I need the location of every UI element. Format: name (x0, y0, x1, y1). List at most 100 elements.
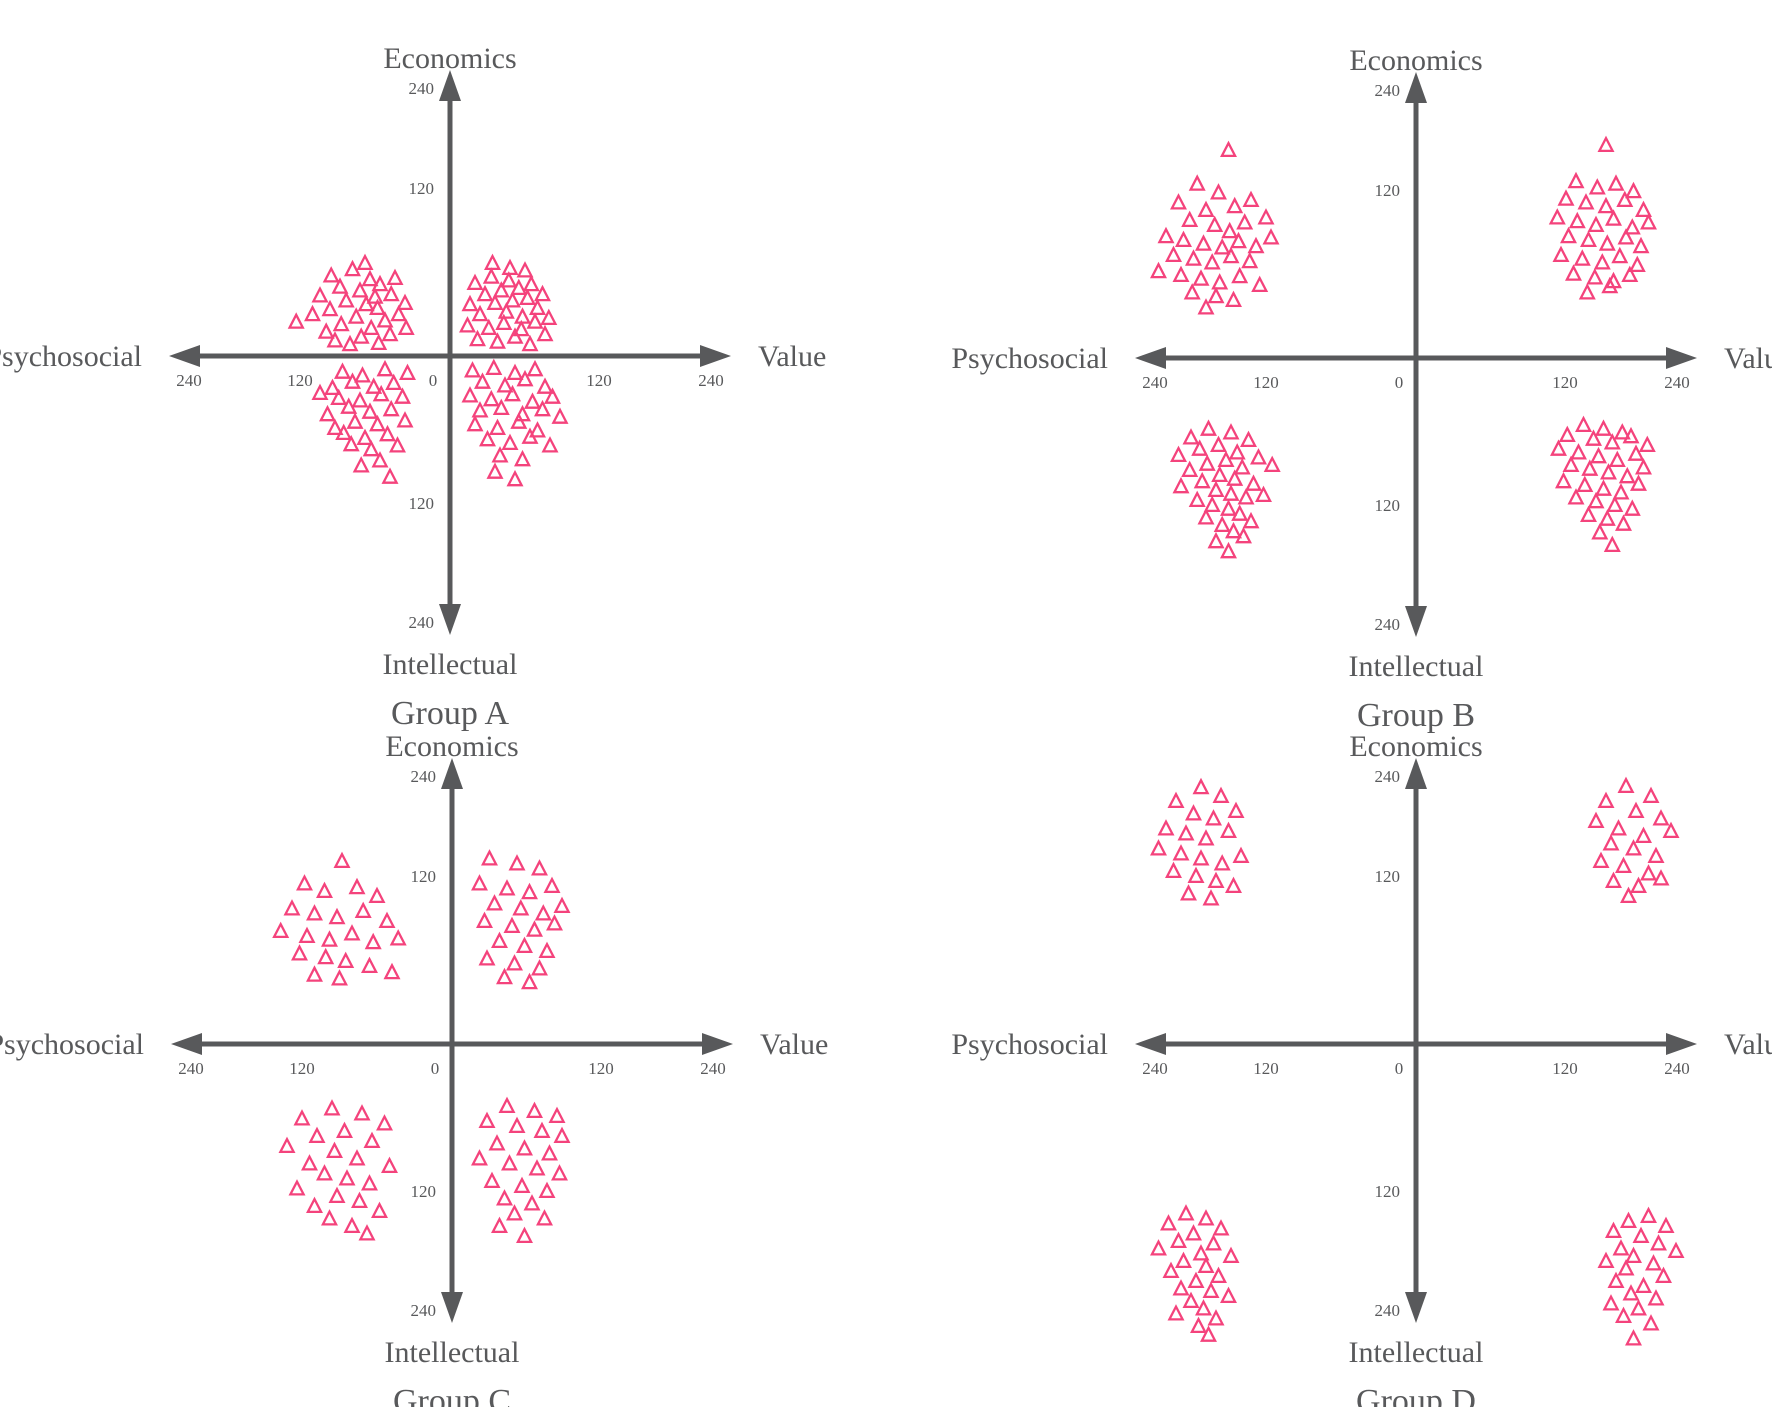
data-point-triangle (1632, 236, 1650, 254)
data-point-triangle (503, 916, 521, 934)
data-point-triangle (1635, 458, 1652, 475)
data-point-triangle (1207, 531, 1225, 549)
down-arrowhead-icon (439, 604, 461, 635)
data-point-triangle (529, 421, 546, 438)
data-point-triangle (1628, 255, 1646, 273)
data-point-triangle (1627, 444, 1645, 461)
data-point-triangle (1630, 876, 1647, 894)
data-point-triangle (1157, 226, 1175, 244)
data-point-triangle (331, 277, 349, 294)
data-point-triangle (496, 376, 514, 393)
data-point-triangle (1241, 251, 1259, 269)
data-point-triangle (1263, 455, 1281, 473)
data-point-triangle (1213, 238, 1231, 255)
data-point-triangle (361, 269, 379, 287)
data-point-triangle (1150, 839, 1167, 856)
data-point-triangle (337, 291, 355, 308)
data-point-triangle (1592, 851, 1610, 869)
data-point-triangle (1601, 276, 1619, 294)
data-point-triangle (370, 333, 388, 351)
data-point-triangle (340, 397, 358, 414)
economics-axis-label: Economics (1349, 44, 1482, 77)
data-point-triangle (497, 302, 515, 319)
data-point-triangle (495, 313, 513, 331)
data-point-triangle (1230, 231, 1247, 249)
data-point-triangle (1667, 1241, 1685, 1259)
data-point-triangle (1200, 1325, 1217, 1342)
data-point-triangle (1157, 819, 1175, 836)
data-point-triangle (1197, 200, 1215, 218)
scatter-points (272, 849, 571, 1244)
right-arrowhead-icon (1666, 347, 1697, 369)
data-point-triangle (1227, 801, 1245, 819)
data-point-triangle (362, 439, 380, 457)
data-point-triangle (353, 1104, 371, 1121)
data-point-triangle (348, 1149, 366, 1166)
x-tick-left-120: 120 (287, 371, 313, 390)
data-point-triangle (362, 318, 380, 336)
intellectual-axis-label: Intellectual (1349, 1336, 1484, 1369)
data-point-triangle (306, 1196, 323, 1214)
data-point-triangle (529, 298, 546, 316)
data-point-triangle (317, 947, 335, 965)
data-point-triangle (1225, 876, 1242, 894)
data-point-triangle (304, 304, 321, 322)
data-point-triangle (461, 386, 479, 403)
data-point-triangle (1593, 253, 1611, 270)
y-tick-top-240: 240 (411, 767, 437, 786)
data-point-triangle (506, 954, 523, 971)
data-point-triangle (1623, 218, 1641, 235)
data-point-triangle (1207, 286, 1225, 304)
data-point-triangle (1195, 1299, 1212, 1316)
scatter-points (287, 253, 569, 487)
data-point-triangle (1642, 1314, 1660, 1331)
y-tick-top-120: 120 (411, 867, 437, 886)
chart-title: Group C (393, 1383, 511, 1407)
data-point-triangle (1645, 1254, 1662, 1271)
x-tick-zero: 0 (431, 1059, 440, 1078)
data-point-triangle (1598, 234, 1616, 251)
data-point-triangle (1647, 846, 1665, 864)
data-point-triangle (1550, 439, 1567, 456)
data-point-triangle (459, 316, 476, 333)
data-point-triangle (1197, 298, 1215, 315)
data-point-triangle (1170, 1231, 1187, 1249)
data-point-triangle (1211, 273, 1229, 290)
x-tick-left-120: 120 (289, 1059, 315, 1078)
data-point-triangle (540, 308, 558, 326)
data-point-triangle (1620, 1211, 1637, 1229)
data-point-triangle (513, 1176, 531, 1194)
data-point-triangle (551, 1164, 568, 1181)
data-point-triangle (516, 1139, 533, 1156)
data-point-triangle (491, 446, 509, 463)
data-point-triangle (1217, 450, 1235, 468)
data-point-triangle (498, 879, 516, 896)
data-point-triangle (1605, 871, 1622, 889)
y-tick-bottom-240: 240 (1375, 1301, 1401, 1320)
data-point-triangle (1630, 1299, 1647, 1316)
right-arrowhead-icon (702, 1033, 733, 1055)
data-point-triangle (287, 312, 305, 329)
data-point-triangle (528, 1159, 546, 1176)
data-point-triangle (389, 436, 406, 453)
data-point-triangle (1591, 523, 1609, 540)
data-point-triangle (330, 388, 348, 406)
data-point-triangle (1597, 135, 1615, 153)
data-point-triangle (351, 1191, 368, 1209)
data-point-triangle (474, 372, 491, 389)
data-point-triangle (386, 268, 404, 286)
data-point-triangle (1573, 249, 1591, 266)
x-tick-left-240: 240 (1142, 373, 1168, 392)
data-point-triangle (1192, 777, 1210, 795)
chart-group-b: 240 120 120 240 240 120 0 120 240 Econom… (951, 38, 1772, 748)
data-point-triangle (378, 911, 396, 929)
data-point-triangle (1640, 213, 1657, 230)
data-point-triangle (1181, 210, 1199, 228)
data-point-triangle (1557, 189, 1575, 206)
data-point-triangle (1632, 1226, 1650, 1244)
data-point-triangle (1183, 283, 1201, 300)
data-point-triangle (501, 1154, 518, 1171)
y-tick-top-240: 240 (1375, 767, 1401, 786)
data-point-triangle (538, 941, 556, 959)
data-point-triangle (1220, 541, 1237, 559)
